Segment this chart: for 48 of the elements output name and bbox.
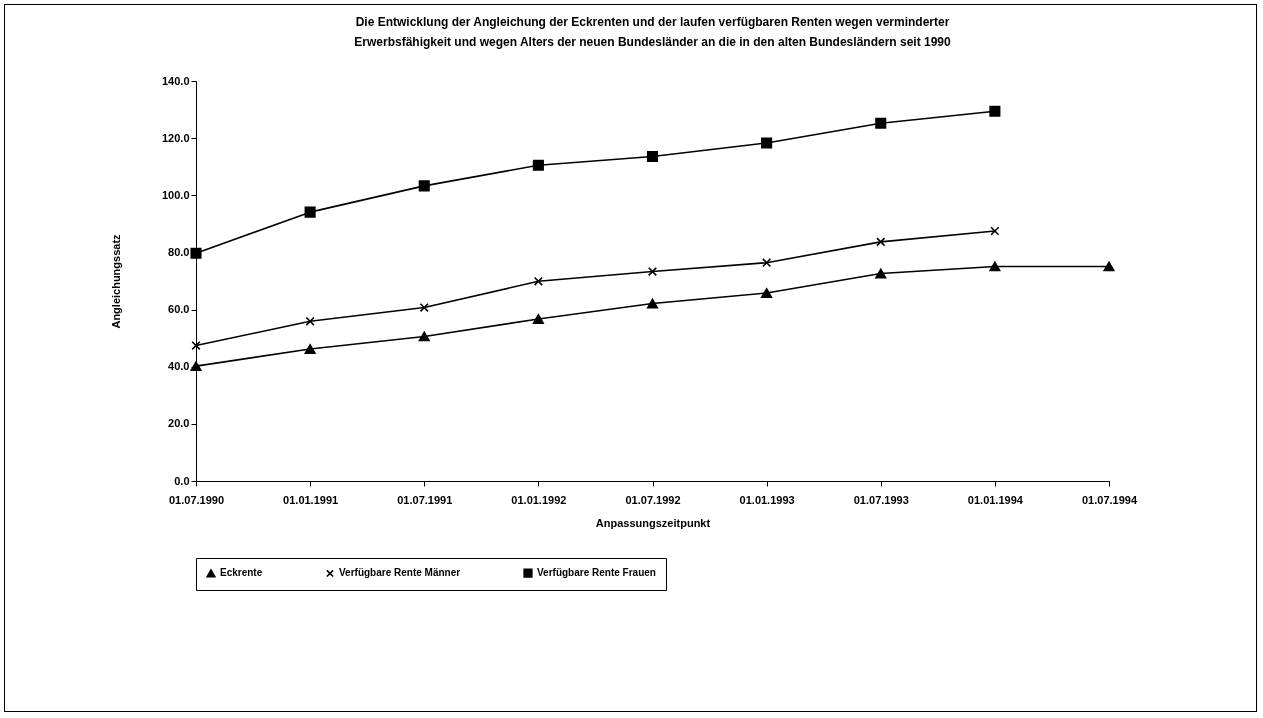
x-tick-label: 01.07.1992 (625, 493, 681, 506)
point (1103, 261, 1115, 272)
legend-label: Verfügbare Rente Männer (339, 567, 461, 579)
x-tick-label: 01.07.1994 (1081, 493, 1138, 506)
point (191, 340, 201, 351)
y-axis-title: Angleichungssatz (109, 233, 122, 329)
point (418, 180, 430, 192)
x-tick-label: 01.01.1992 (511, 493, 567, 506)
point (533, 276, 543, 286)
x-tick-label: 01.07.1990 (168, 493, 225, 506)
point (304, 344, 316, 354)
y-tick-label: 120.0 (161, 131, 190, 144)
legend-label: Eckrente (220, 567, 263, 579)
point (190, 247, 202, 259)
y-tick-label: 20.0 (168, 417, 190, 430)
x-tick-label: 01.01.1994 (967, 493, 1024, 506)
point (989, 105, 1001, 117)
point (418, 331, 430, 342)
point (532, 159, 544, 171)
y-tick-label: 40.0 (168, 360, 190, 373)
point (989, 261, 1001, 272)
y-tick-label: 100.0 (161, 188, 190, 201)
point (190, 361, 202, 372)
y-tick-label: 80.0 (168, 245, 190, 258)
point (647, 266, 658, 277)
x-tick-label: 01.01.1991 (283, 493, 339, 506)
x-axis-title: Anpassungszeitpunkt (595, 516, 711, 529)
point (990, 226, 1000, 236)
point (646, 150, 659, 162)
point (646, 298, 659, 309)
chart-title: Die Entwicklung der Angleichung der Eckrenten und der laufen verfügbaren Renten wegen verminderter Erwerbsfähigkeit und wegen Alters der neuen Bundesländer an die in den alten Bundesländern seit 1990 (354, 15, 952, 49)
point (419, 302, 429, 313)
x-tick-label: 01.01.1993 (739, 493, 795, 506)
legend-label: Verfügbare Rente Frauen (537, 567, 656, 579)
y-tick-label: 140.0 (161, 74, 190, 87)
x-tick-label: 01.07.1993 (853, 493, 909, 506)
point (305, 316, 315, 326)
x-tick-label: 01.07.1991 (397, 493, 453, 506)
point (762, 258, 772, 268)
y-tick-label: 60.0 (168, 303, 190, 316)
point (304, 206, 316, 218)
point (875, 268, 887, 279)
point (876, 237, 886, 247)
point (875, 117, 887, 129)
point (761, 288, 773, 298)
y-tick-label: 0.0 (174, 474, 190, 487)
point (761, 137, 773, 149)
point (532, 314, 544, 324)
